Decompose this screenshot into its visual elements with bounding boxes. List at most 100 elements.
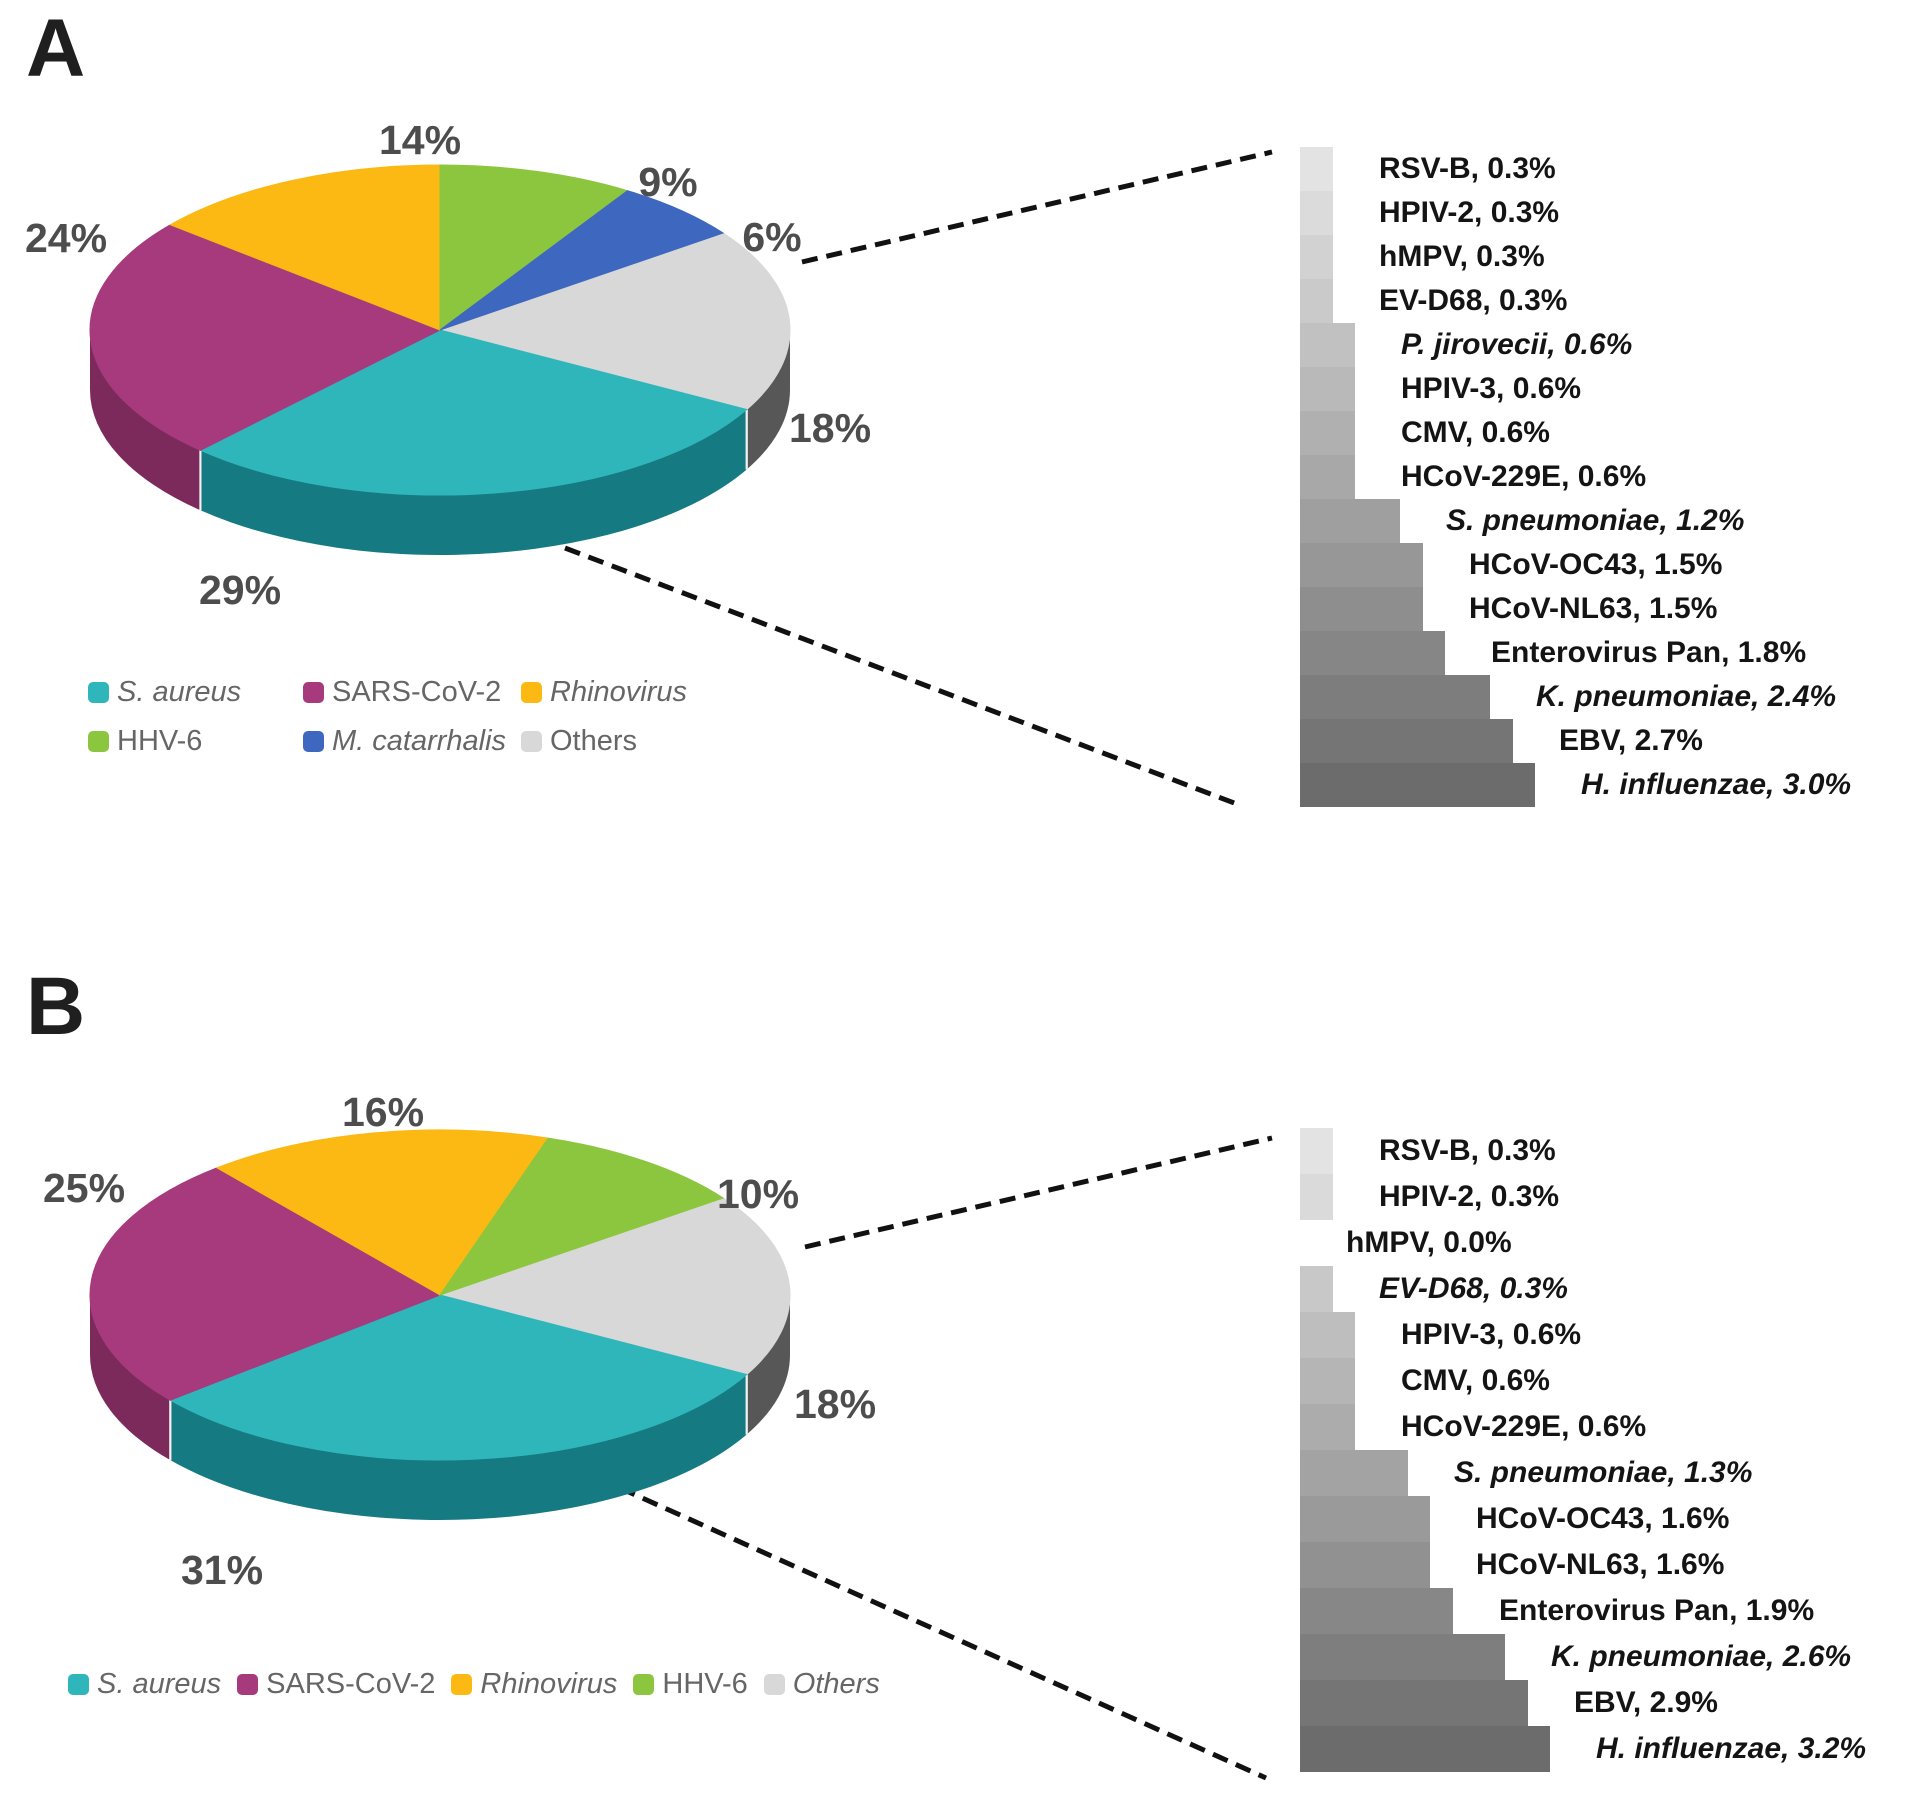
legend-item-m-catarrhalis: M. catarrhalis (303, 727, 521, 756)
legend-swatch-rhinovirus (521, 682, 542, 703)
breakdown-bar-hpiv-2 (1300, 191, 1333, 235)
legend-a: S. aureus SARS-CoV-2 Rhinovirus HHV-6 M. cat… (88, 678, 731, 756)
panel-a-letter: A (26, 3, 86, 94)
legend-label-hhv-6: HHV-6 (662, 1668, 748, 1700)
leader-dashed-line-4 (618, 1485, 1268, 1781)
breakdown-label-rsv-b: RSV-B, 0.3% (1379, 152, 1556, 185)
breakdown-bar-hpiv-2 (1300, 1174, 1333, 1220)
legend-label-m-catarrhalis: M. catarrhalis (332, 725, 507, 757)
breakdown-label-hpiv-3: HPIV-3, 0.6% (1401, 372, 1582, 405)
pie-label-hhv-6: 9% (638, 159, 697, 205)
pie-label-m-catarrhalis: 6% (742, 214, 801, 260)
breakdown-label-hcov-nl63: HCoV-NL63, 1.5% (1469, 592, 1718, 625)
pie-label-s-aureus: 31% (181, 1547, 263, 1593)
breakdown-label-hcov-nl63: HCoV-NL63, 1.6% (1476, 1548, 1725, 1581)
breakdown-bar-rsv-b (1300, 1128, 1333, 1174)
legend-item-others: Others (763, 1670, 880, 1699)
pie-slice-sars-cov-2 (89, 224, 442, 451)
leader-dashed-line-2 (564, 545, 1243, 809)
pie-slice-side-s-aureus (170, 1374, 747, 1520)
breakdown-bar-ev-d68 (1300, 279, 1333, 323)
breakdown-label-hcov-229e: HCoV-229E, 0.6% (1401, 460, 1647, 493)
legend-swatch-hhv-6 (633, 1674, 655, 1695)
legend-swatch-m-catarrhalis (303, 731, 324, 752)
legend-label-hhv-6: HHV-6 (117, 725, 203, 757)
legend-item-s-aureus: S. aureus (88, 678, 303, 707)
breakdown-label-hcov-oc43: HCoV-OC43, 1.5% (1469, 548, 1723, 581)
breakdown-bar-cmv (1300, 411, 1355, 455)
breakdown-bar-rsv-b (1300, 147, 1333, 191)
pie-slice-hhv-6 (438, 1137, 725, 1296)
breakdown-bar-s-pneumoniae (1300, 499, 1400, 543)
pie-slice-m-catarrhalis (439, 190, 725, 331)
breakdown-bar-hcov-oc43 (1300, 1496, 1430, 1542)
pie-slice-others (438, 1197, 791, 1376)
breakdown-label-k-pneumoniae: K. pneumoniae, 2.4% (1536, 680, 1837, 713)
pie-slice-side-sars-cov-2 (90, 330, 201, 511)
breakdown-bar-h-influenzae (1300, 1726, 1550, 1772)
legend-item-rhinovirus: Rhinovirus (451, 1670, 617, 1699)
pie-slice-sars-cov-2 (89, 1167, 442, 1401)
pie-label-hhv-6: 10% (717, 1171, 799, 1217)
leader-dashed-line-3 (804, 1135, 1273, 1250)
breakdown-bar-hcov-nl63 (1300, 587, 1423, 631)
legend-swatch-s-aureus (68, 1674, 89, 1695)
pie-label-sars-cov-2: 25% (43, 1165, 125, 1211)
breakdown-bar-ev-d68 (1300, 1266, 1333, 1312)
pie-slice-side-others (746, 330, 790, 470)
legend-swatch-sars-cov-2 (237, 1674, 259, 1695)
breakdown-label-cmv: CMV, 0.6% (1401, 1364, 1550, 1397)
breakdown-label-ev-d68: EV-D68, 0.3% (1379, 284, 1568, 317)
breakdown-label-p-jirovecii: P. jirovecii, 0.6% (1401, 328, 1633, 361)
pie-label-others: 18% (794, 1381, 876, 1427)
legend-label-sars-cov-2: SARS-CoV-2 (332, 676, 502, 708)
pie-slice-rhinovirus (215, 1129, 550, 1296)
pie-slice-hhv-6 (439, 164, 629, 331)
breakdown-label-hpiv-2: HPIV-2, 0.3% (1379, 196, 1560, 229)
breakdown-label-hcov-oc43: HCoV-OC43, 1.6% (1476, 1502, 1730, 1535)
pie-slice-side-s-aureus (200, 409, 747, 555)
legend-item-sars-cov-2: SARS-CoV-2 (237, 1670, 435, 1699)
breakdown-label-ebv: EBV, 2.9% (1574, 1686, 1718, 1719)
breakdown-bar-ebv (1300, 719, 1513, 763)
breakdown-bar-enterovirus-pan (1300, 631, 1445, 675)
breakdown-bar-h-influenzae (1300, 763, 1535, 807)
pie-slice-rhinovirus (169, 164, 441, 331)
legend-swatch-hhv-6 (88, 731, 109, 752)
legend-label-s-aureus: S. aureus (117, 676, 242, 708)
breakdown-label-s-pneumoniae: S. pneumoniae, 1.3% (1454, 1456, 1753, 1489)
breakdown-bar-hcov-229e (1300, 455, 1355, 499)
breakdown-bar-hcov-nl63 (1300, 1542, 1430, 1588)
breakdown-bar-hcov-oc43 (1300, 543, 1423, 587)
pie-label-s-aureus: 29% (199, 567, 281, 613)
breakdown-label-ev-d68: EV-D68, 0.3% (1379, 1272, 1568, 1305)
breakdown-label-k-pneumoniae: K. pneumoniae, 2.6% (1551, 1640, 1852, 1673)
panel-b-letter: B (26, 961, 86, 1052)
breakdown-bar-enterovirus-pan (1300, 1588, 1453, 1634)
legend-swatch-sars-cov-2 (303, 682, 324, 703)
legend-label-rhinovirus: Rhinovirus (480, 1668, 618, 1700)
pie-label-others: 18% (789, 405, 871, 451)
breakdown-bar-s-pneumoniae (1300, 1450, 1408, 1496)
legend-swatch-others (763, 1674, 785, 1695)
breakdown-bar-hpiv-3 (1300, 1312, 1355, 1358)
breakdown-label-hpiv-2: HPIV-2, 0.3% (1379, 1180, 1560, 1213)
breakdown-bar-cmv (1300, 1358, 1355, 1404)
pie-slice-others (438, 232, 791, 411)
breakdown-bar-k-pneumoniae (1300, 1634, 1505, 1680)
legend-item-rhinovirus: Rhinovirus (521, 678, 731, 707)
pie-label-sars-cov-2: 24% (25, 215, 107, 261)
legend-swatch-s-aureus (88, 682, 109, 703)
breakdown-bar-k-pneumoniae (1300, 675, 1490, 719)
legend-b: S. aureus SARS-CoV-2 Rhinovirus HHV-6 Others (68, 1670, 880, 1699)
pie-slice-side-sars-cov-2 (90, 1295, 171, 1461)
breakdown-bar-hcov-229e (1300, 1404, 1355, 1450)
pie-label-rhinovirus: 16% (342, 1089, 424, 1135)
breakdown-label-h-influenzae: H. influenzae, 3.2% (1596, 1732, 1867, 1765)
breakdown-label-ebv: EBV, 2.7% (1559, 724, 1703, 757)
breakdown-bar-p-jirovecii (1300, 323, 1355, 367)
legend-item-s-aureus: S. aureus (68, 1670, 221, 1699)
legend-label-s-aureus: S. aureus (97, 1668, 222, 1700)
